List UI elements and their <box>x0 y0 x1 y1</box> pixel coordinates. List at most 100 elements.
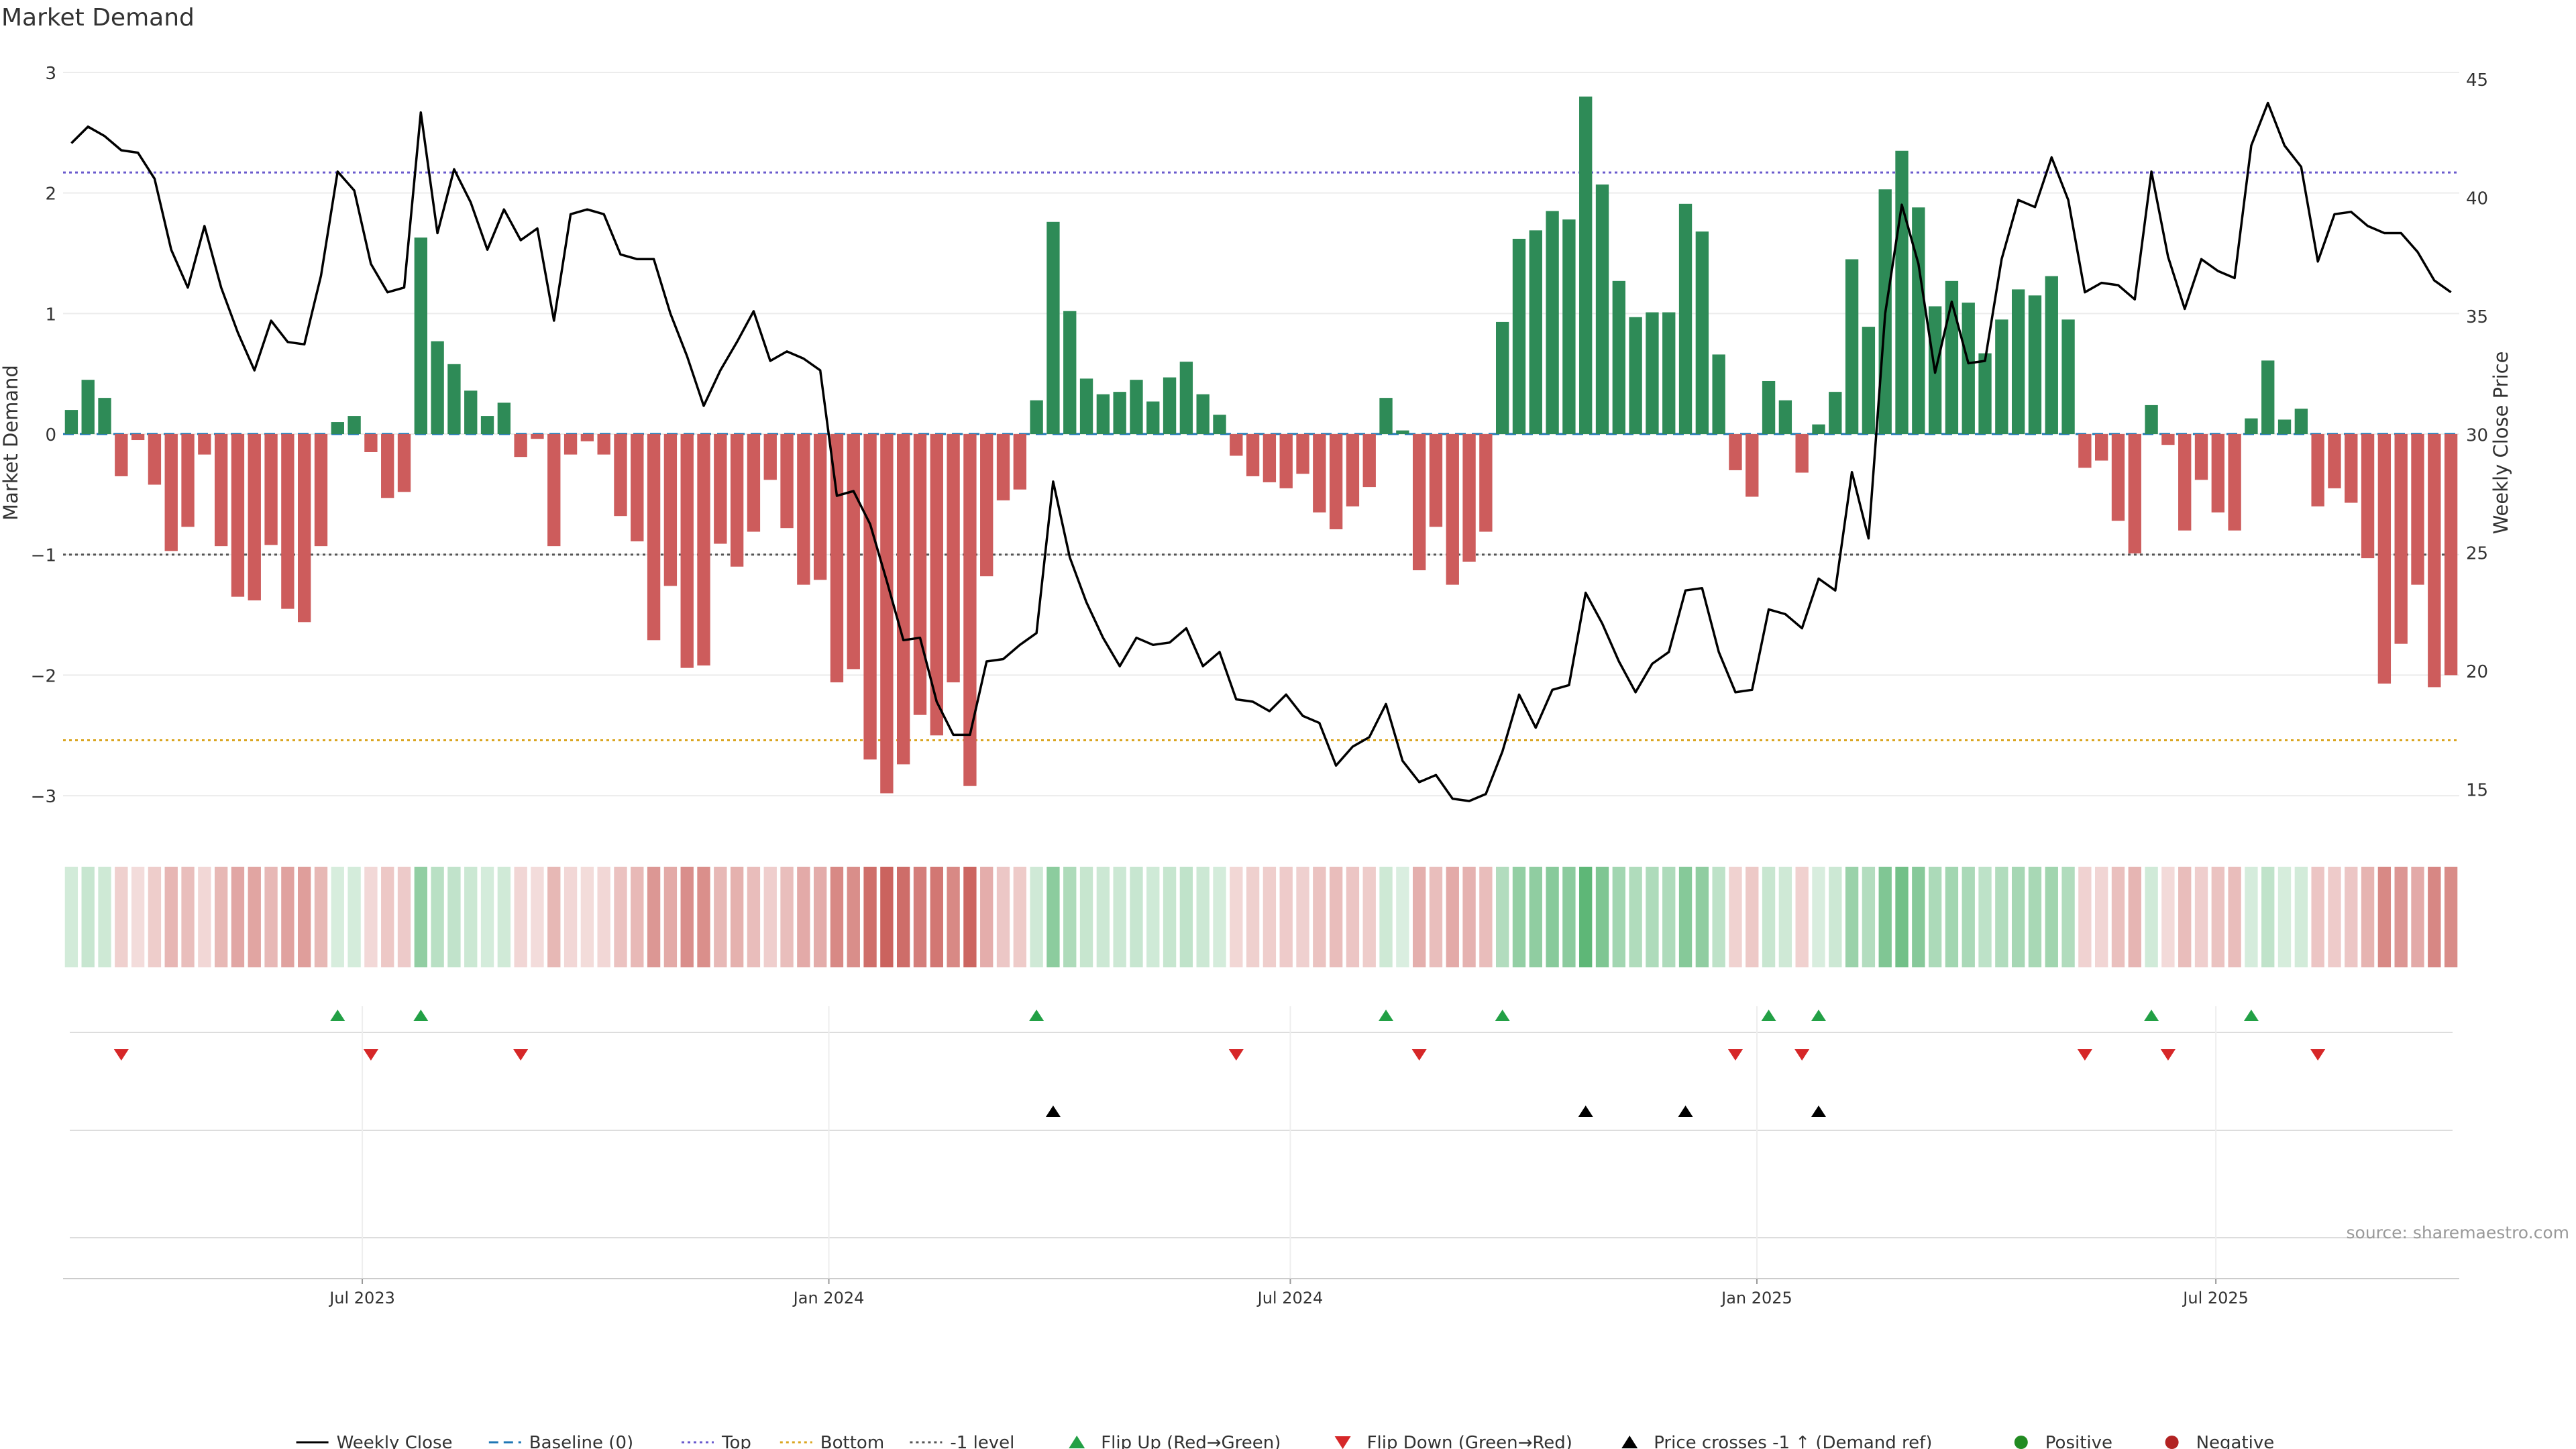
demand-bar <box>1595 184 1609 435</box>
heat-strip-cell <box>2045 867 2058 967</box>
heat-strip-cell <box>747 867 761 967</box>
heat-strip-cell <box>381 867 394 967</box>
x-tick-label: Jul 2025 <box>2182 1289 2249 1307</box>
y-axis-label: Market Demand <box>0 365 22 521</box>
x-tick-label: Jul 2024 <box>1256 1289 1324 1307</box>
heat-strip-cell <box>763 867 777 967</box>
heat-strip-cell <box>614 867 627 967</box>
demand-bar <box>1013 434 1026 490</box>
chart-title: Market Demand <box>1 4 195 32</box>
demand-bar <box>547 434 561 547</box>
heat-strip-cell <box>1829 867 1842 967</box>
heat-strip-cell <box>947 867 960 967</box>
legend-label: Bottom <box>820 1433 884 1449</box>
heat-strip-cell <box>2261 867 2275 967</box>
heat-strip-cell <box>631 867 644 967</box>
demand-bar <box>1146 401 1160 435</box>
heat-strip-cell <box>1595 867 1609 967</box>
demand-bar <box>1313 434 1326 513</box>
heat-strip-cell <box>1479 867 1493 967</box>
legend: Weekly Close Baseline (0) Top Bottom -1 leve… <box>296 1433 2275 1449</box>
demand-bar <box>2328 434 2341 488</box>
legend-swatch <box>1069 1436 1085 1448</box>
heat-strip-cell <box>298 867 311 967</box>
demand-bar <box>1230 434 1243 456</box>
heat-strip-cell <box>1845 867 1859 967</box>
demand-bar <box>347 416 361 435</box>
demand-bar <box>480 416 494 435</box>
demand-bar <box>64 410 78 435</box>
demand-bar <box>1629 317 1642 435</box>
price-cross-marker <box>1578 1106 1593 1117</box>
demand-bar <box>2045 276 2058 435</box>
demand-bar <box>264 434 278 545</box>
heat-strip-cell <box>1712 867 1725 967</box>
heat-strip-cell <box>2345 867 2358 967</box>
heat-strip-cell <box>1329 867 1343 967</box>
heat-strip-cell <box>1662 867 1676 967</box>
flip-up-marker <box>1495 1010 1510 1021</box>
heat-strip-cell <box>797 867 810 967</box>
demand-bar <box>1712 354 1725 435</box>
heat-strip-cell <box>2145 867 2158 967</box>
heat-strip-cell <box>1263 867 1277 967</box>
demand-bar <box>614 434 627 517</box>
demand-bar <box>2228 434 2241 531</box>
demand-bar <box>1962 303 1975 435</box>
heat-strip-cell <box>2444 867 2458 967</box>
demand-bar <box>597 434 610 455</box>
heat-strip-cell <box>1895 867 1909 967</box>
demand-bar <box>431 341 444 435</box>
heat-strip-cell <box>2394 867 2408 967</box>
legend-label: Negative <box>2196 1433 2275 1449</box>
heat-strip-cell <box>863 867 877 967</box>
demand-bar <box>680 434 694 668</box>
demand-bar <box>1829 392 1842 435</box>
left-y-axis: 3 2 1 0 −1 −2 −3 <box>31 64 56 807</box>
heat-strip-cell <box>547 867 561 967</box>
heat-strip-cell <box>414 867 427 967</box>
legend-label: Flip Up (Red→Green) <box>1101 1433 1281 1449</box>
demand-bar <box>464 390 478 435</box>
demand-bar <box>2411 434 2424 585</box>
heat-strip-cell <box>880 867 894 967</box>
heat-strip-cell <box>780 867 794 967</box>
heat-strip-cell <box>1096 867 1110 967</box>
heat-strip-cell <box>913 867 927 967</box>
demand-bar <box>1063 311 1077 435</box>
demand-bar <box>863 434 877 760</box>
price-cross-marker <box>1045 1106 1061 1117</box>
heat-strip-cell <box>1130 867 1143 967</box>
y2-tick-label: 20 <box>2466 662 2488 682</box>
demand-bar <box>164 434 178 551</box>
heat-strip-cell <box>2277 867 2292 967</box>
demand-bar <box>2011 289 2025 435</box>
demand-bar <box>747 434 761 532</box>
heat-strip-cell <box>1346 867 1360 967</box>
heat-strip-cell <box>2211 867 2224 967</box>
heat-strip-cell <box>1978 867 1992 967</box>
heat-strip-cell <box>663 867 678 967</box>
heat-strip-cell <box>1512 867 1526 967</box>
demand-bar <box>2277 419 2292 435</box>
demand-bar <box>980 434 994 577</box>
demand-bar <box>2145 405 2158 435</box>
heat-strip-cell <box>2011 867 2025 967</box>
heat-strip-cell <box>314 867 328 967</box>
heat-strip-cell <box>897 867 910 967</box>
flip-down-marker <box>513 1049 529 1061</box>
legend-label: Price crosses -1 ↑ (Demand ref) <box>1654 1433 1932 1449</box>
demand-bar <box>564 434 578 455</box>
demand-bar <box>2428 434 2441 688</box>
demand-bar <box>298 434 311 623</box>
demand-bar <box>1678 203 1693 435</box>
demand-bar <box>1030 400 1043 435</box>
flip-down-marker <box>1411 1049 1427 1061</box>
source-label: source: sharemaestro.com <box>2347 1223 2570 1242</box>
demand-bar <box>181 434 195 527</box>
y-tick-label: −1 <box>31 546 56 566</box>
demand-bar <box>1778 400 1792 435</box>
y-tick-label: 0 <box>45 425 56 445</box>
y-tick-label: 2 <box>45 184 56 205</box>
